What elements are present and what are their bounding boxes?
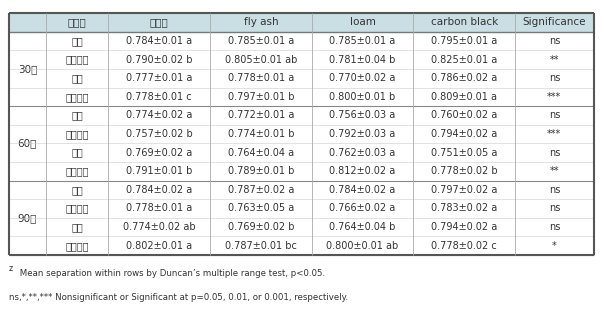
Text: 0.777±0.01 a: 0.777±0.01 a — [126, 73, 193, 83]
Text: 0.778±0.02 b: 0.778±0.02 b — [431, 166, 498, 176]
Text: 0.769±0.02 a: 0.769±0.02 a — [126, 148, 192, 158]
Text: 0.825±0.01 a: 0.825±0.01 a — [431, 55, 497, 65]
Text: 봉의꼬리: 봉의꼬리 — [65, 203, 89, 214]
Text: 0.797±0.01 b: 0.797±0.01 b — [228, 92, 294, 102]
Text: 0.766±0.02 a: 0.766±0.02 a — [329, 203, 396, 214]
Text: 0.774±0.02 a: 0.774±0.02 a — [126, 111, 193, 120]
Text: 머루: 머루 — [71, 73, 83, 83]
Text: ns: ns — [548, 36, 560, 46]
Text: 머루: 머루 — [71, 222, 83, 232]
Text: 0.800±0.01 b: 0.800±0.01 b — [329, 92, 396, 102]
Text: 0.764±0.04 a: 0.764±0.04 a — [228, 148, 294, 158]
Text: 0.757±0.02 b: 0.757±0.02 b — [126, 129, 193, 139]
Text: 0.751±0.05 a: 0.751±0.05 a — [431, 148, 497, 158]
Text: **: ** — [550, 55, 559, 65]
Text: 0.792±0.03 a: 0.792±0.03 a — [329, 129, 396, 139]
Text: 봉의꼬리: 봉의꼬리 — [65, 129, 89, 139]
Text: 붓꽃: 붓꽃 — [71, 111, 83, 120]
Text: 0.805±0.01 ab: 0.805±0.01 ab — [225, 55, 297, 65]
Text: 대조구: 대조구 — [150, 17, 169, 27]
Text: 0.763±0.05 a: 0.763±0.05 a — [228, 203, 294, 214]
Text: 0.790±0.02 b: 0.790±0.02 b — [126, 55, 193, 65]
Text: ***: *** — [547, 92, 562, 102]
Text: 0.787±0.01 bc: 0.787±0.01 bc — [225, 241, 297, 251]
Text: 0.784±0.02 a: 0.784±0.02 a — [329, 185, 396, 195]
Text: 90일: 90일 — [18, 213, 37, 223]
Text: 0.784±0.01 a: 0.784±0.01 a — [126, 36, 192, 46]
Text: 식물종: 식물종 — [68, 17, 86, 27]
Text: ns: ns — [548, 185, 560, 195]
Text: 봉의꼬리: 봉의꼬리 — [65, 55, 89, 65]
Text: 아왜나무: 아왜나무 — [65, 92, 89, 102]
Text: 아왜나무: 아왜나무 — [65, 166, 89, 176]
Text: 0.794±0.02 a: 0.794±0.02 a — [431, 222, 497, 232]
Text: ns: ns — [548, 73, 560, 83]
Text: ns: ns — [548, 148, 560, 158]
Text: ns: ns — [548, 111, 560, 120]
Text: 0.778±0.01 c: 0.778±0.01 c — [126, 92, 192, 102]
Text: 0.797±0.02 a: 0.797±0.02 a — [431, 185, 497, 195]
Text: 0.774±0.01 b: 0.774±0.01 b — [228, 129, 294, 139]
Text: Significance: Significance — [522, 17, 586, 27]
Text: 0.802±0.01 a: 0.802±0.01 a — [126, 241, 192, 251]
Text: **: ** — [550, 166, 559, 176]
Text: 0.809±0.01 a: 0.809±0.01 a — [431, 92, 497, 102]
Text: 0.778±0.01 a: 0.778±0.01 a — [228, 73, 294, 83]
Text: 0.800±0.01 ab: 0.800±0.01 ab — [326, 241, 399, 251]
Text: 아왜나무: 아왜나무 — [65, 241, 89, 251]
Text: 0.778±0.01 a: 0.778±0.01 a — [126, 203, 192, 214]
Text: 0.762±0.03 a: 0.762±0.03 a — [329, 148, 396, 158]
Text: 0.772±0.01 a: 0.772±0.01 a — [228, 111, 294, 120]
Text: ns: ns — [548, 222, 560, 232]
Text: 60일: 60일 — [18, 139, 37, 148]
Text: 0.770±0.02 a: 0.770±0.02 a — [329, 73, 396, 83]
Text: ns: ns — [548, 203, 560, 214]
Text: 0.812±0.02 a: 0.812±0.02 a — [329, 166, 396, 176]
Text: 0.785±0.01 a: 0.785±0.01 a — [228, 36, 294, 46]
Text: carbon black: carbon black — [431, 17, 498, 27]
Text: 0.791±0.01 b: 0.791±0.01 b — [126, 166, 193, 176]
Text: 30일: 30일 — [18, 64, 37, 74]
Text: 붓꽃: 붓꽃 — [71, 185, 83, 195]
Text: 0.785±0.01 a: 0.785±0.01 a — [329, 36, 396, 46]
Text: 0.787±0.02 a: 0.787±0.02 a — [228, 185, 294, 195]
Text: 머루: 머루 — [71, 148, 83, 158]
Text: ***: *** — [547, 129, 562, 139]
Text: 0.764±0.04 b: 0.764±0.04 b — [329, 222, 396, 232]
Text: 0.794±0.02 a: 0.794±0.02 a — [431, 129, 497, 139]
Bar — [9, 13, 594, 32]
Text: 0.769±0.02 b: 0.769±0.02 b — [228, 222, 294, 232]
Text: 0.789±0.01 b: 0.789±0.01 b — [228, 166, 294, 176]
Text: loam: loam — [350, 17, 376, 27]
Text: z: z — [9, 264, 13, 273]
Text: 0.784±0.02 a: 0.784±0.02 a — [126, 185, 192, 195]
Text: 0.781±0.04 b: 0.781±0.04 b — [329, 55, 396, 65]
Text: fly ash: fly ash — [243, 17, 278, 27]
Text: 0.778±0.02 c: 0.778±0.02 c — [431, 241, 497, 251]
Text: 0.795±0.01 a: 0.795±0.01 a — [431, 36, 497, 46]
Text: 0.783±0.02 a: 0.783±0.02 a — [431, 203, 497, 214]
Text: 0.760±0.02 a: 0.760±0.02 a — [431, 111, 497, 120]
Text: ns,*,**,*** Nonsignificant or Significant at p=0.05, 0.01, or 0.001, respectivel: ns,*,**,*** Nonsignificant or Significan… — [9, 293, 348, 302]
Text: 0.774±0.02 ab: 0.774±0.02 ab — [123, 222, 196, 232]
Text: 0.756±0.03 a: 0.756±0.03 a — [329, 111, 396, 120]
Text: 붓꽃: 붓꽃 — [71, 36, 83, 46]
Text: 0.786±0.02 a: 0.786±0.02 a — [431, 73, 497, 83]
Text: *: * — [552, 241, 557, 251]
Text: Mean separation within rows by Duncan’s multiple range test, p<0.05.: Mean separation within rows by Duncan’s … — [17, 268, 325, 278]
